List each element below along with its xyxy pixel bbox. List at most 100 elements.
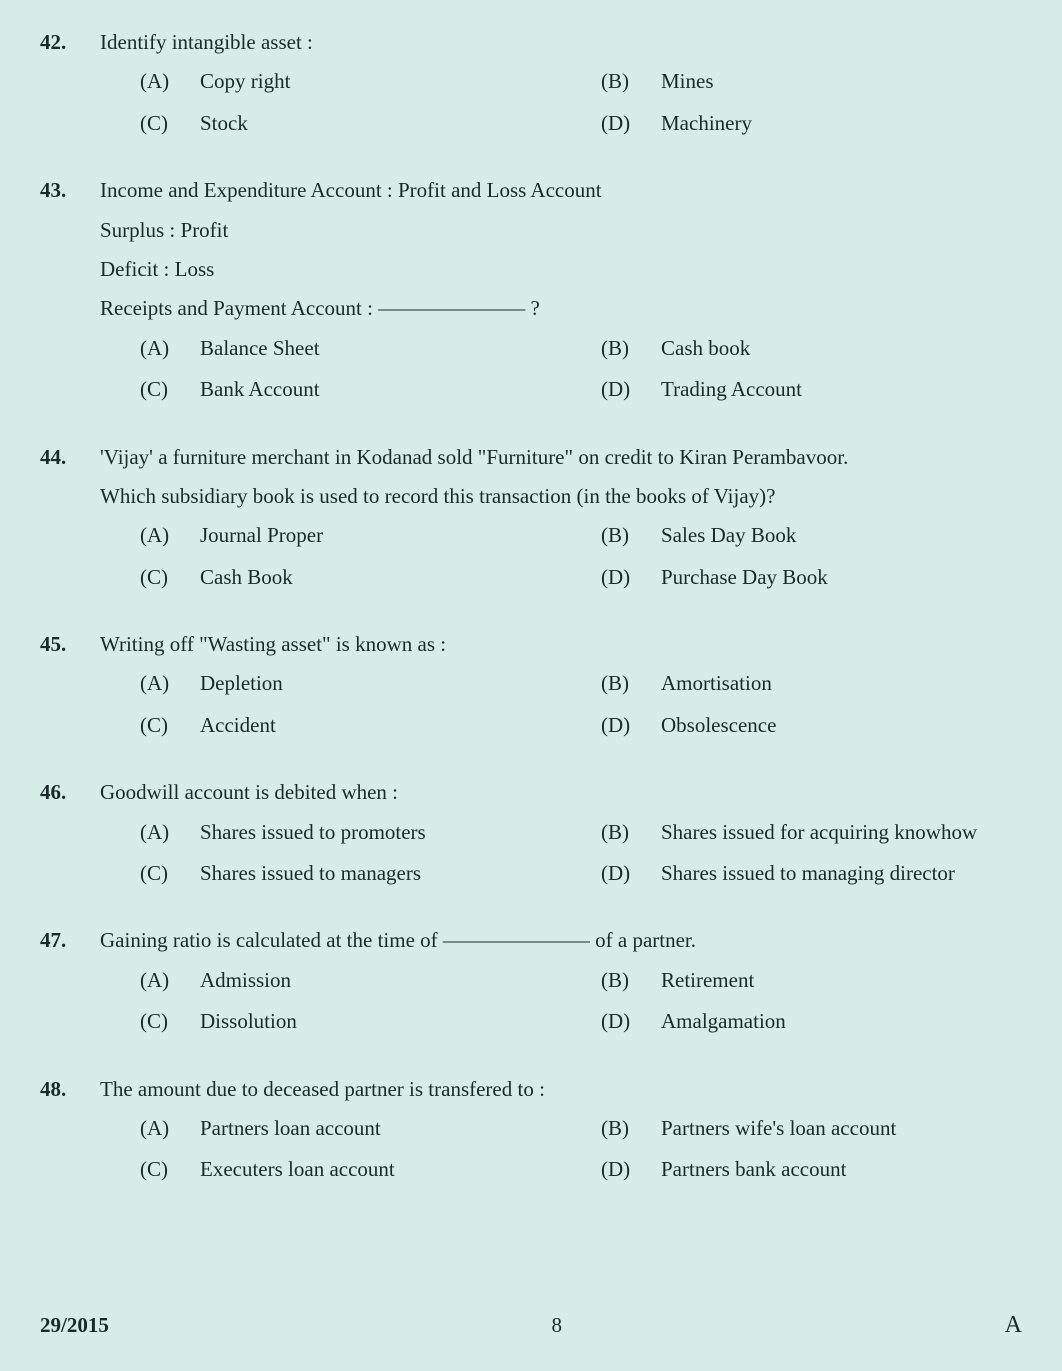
option: (A)Partners loan account [100,1114,561,1143]
option: (D)Purchase Day Book [561,563,1022,592]
option: (A)Copy right [100,67,561,96]
option-label: (B) [561,669,661,698]
option-text: Trading Account [661,375,1022,404]
option-label: (C) [100,859,200,888]
question-body: Identify intangible asset : (A)Copy right… [100,28,1022,150]
option-text: Machinery [661,109,1022,138]
question-number: 48. [40,1075,100,1104]
question-number: 43. [40,176,100,205]
option-label: (A) [100,334,200,363]
option: (D)Obsolescence [561,711,1022,740]
option-text: Mines [661,67,1022,96]
option-label: (B) [561,1114,661,1143]
option-label: (C) [100,563,200,592]
option: (D)Shares issued to managing director [561,859,1022,888]
option-label: (A) [100,669,200,698]
question-body: Goodwill account is debited when :(A)Sha… [100,778,1022,900]
option-text: Accident [200,711,561,740]
option-label: (B) [561,334,661,363]
option-text: Obsolescence [661,711,1022,740]
option-label: (D) [561,1007,661,1036]
option-label: (A) [100,521,200,550]
option-text: Shares issued to managers [200,859,561,888]
option-text: Copy right [200,67,561,96]
option: (B)Sales Day Book [561,521,1022,550]
question-text-line: Writing off "Wasting asset" is known as … [100,630,1022,659]
question-text-line: Deficit : Loss [100,255,1022,284]
option-text: Shares issued to managing director [661,859,1022,888]
option: (C)Executers loan account [100,1155,561,1184]
option-label: (B) [561,966,661,995]
option-label: (A) [100,1114,200,1143]
question: 46.Goodwill account is debited when : (A)… [40,778,1022,900]
option-label: (A) [100,67,200,96]
option-text: Amalgamation [661,1007,1022,1036]
question-text-line: Which subsidiary book is used to record … [100,482,1022,511]
question-body: Income and Expenditure Account : Profit … [100,176,1022,416]
option: (C)Shares issued to managers [100,859,561,888]
option-text: Cash Book [200,563,561,592]
option: (D)Machinery [561,109,1022,138]
option-text: Balance Sheet [200,334,561,363]
option-label: (D) [561,1155,661,1184]
option-text: Executers loan account [200,1155,561,1184]
footer-set-code: A [1005,1309,1022,1343]
option: (B)Retirement [561,966,1022,995]
question-text-line: Receipts and Payment Account : ——————— ? [100,294,1022,323]
option-text: Purchase Day Book [661,563,1022,592]
option-text: Sales Day Book [661,521,1022,550]
question-text-line: Goodwill account is debited when : [100,778,1022,807]
option-label: (B) [561,521,661,550]
option-text: Cash book [661,334,1022,363]
option: (D)Trading Account [561,375,1022,404]
question-text-line: Identify intangible asset : [100,28,1022,57]
option-label: (D) [561,109,661,138]
option: (C)Accident [100,711,561,740]
question-body: Writing off "Wasting asset" is known as … [100,630,1022,752]
option-text: Dissolution [200,1007,561,1036]
question: 42.Identify intangible asset :(A)Copy ri… [40,28,1022,150]
option: (A)Journal Proper [100,521,561,550]
question: 43.Income and Expenditure Account : Prof… [40,176,1022,416]
question-body: 'Vijay' a furniture merchant in Kodanad … [100,443,1022,605]
option-text: Partners wife's loan account [661,1114,1022,1143]
option-text: Partners bank account [661,1155,1022,1184]
question: 48.The amount due to deceased partner is… [40,1075,1022,1197]
option: (C)Bank Account [100,375,561,404]
option: (B)Cash book [561,334,1022,363]
option: (A)Depletion [100,669,561,698]
question-number: 47. [40,926,100,955]
question-text-line: Gaining ratio is calculated at the time … [100,926,1022,955]
option-text: Shares issued for acquiring knowhow [661,818,1022,847]
page-footer: 29/2015 8 A [40,1309,1022,1343]
option-label: (D) [561,711,661,740]
option: (C)Stock [100,109,561,138]
question-number: 44. [40,443,100,472]
option-label: (A) [100,818,200,847]
option: (D)Partners bank account [561,1155,1022,1184]
question: 45.Writing off "Wasting asset" is known … [40,630,1022,752]
question: 47.Gaining ratio is calculated at the ti… [40,926,1022,1048]
question-body: The amount due to deceased partner is tr… [100,1075,1022,1197]
option: (C)Cash Book [100,563,561,592]
option-label: (C) [100,1007,200,1036]
option-label: (C) [100,1155,200,1184]
option-text: Depletion [200,669,561,698]
option-text: Partners loan account [200,1114,561,1143]
option: (B)Mines [561,67,1022,96]
footer-page-number: 8 [552,1311,563,1340]
option-label: (D) [561,563,661,592]
question-text-line: 'Vijay' a furniture merchant in Kodanad … [100,443,1022,472]
option-text: Admission [200,966,561,995]
option-text: Amortisation [661,669,1022,698]
option: (D)Amalgamation [561,1007,1022,1036]
question-number: 46. [40,778,100,807]
option-label: (B) [561,67,661,96]
question-body: Gaining ratio is calculated at the time … [100,926,1022,1048]
question: 44.'Vijay' a furniture merchant in Kodan… [40,443,1022,605]
option-text: Bank Account [200,375,561,404]
question-text-line: Surplus : Profit [100,216,1022,245]
questions-container: 42.Identify intangible asset :(A)Copy ri… [40,28,1022,1197]
option-label: (C) [100,109,200,138]
option-label: (C) [100,375,200,404]
